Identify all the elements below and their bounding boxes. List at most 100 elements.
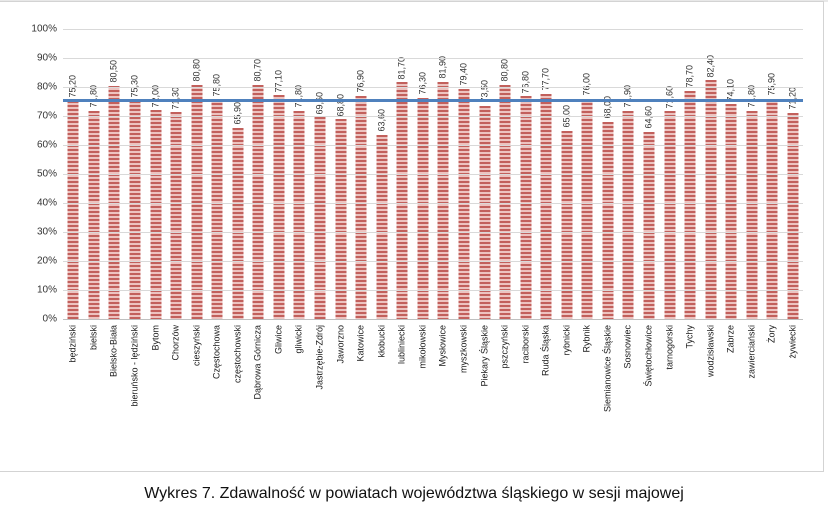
- bar-value-label: 76,90: [356, 70, 367, 93]
- x-category-label: Tychy: [684, 325, 695, 349]
- bar-value-label: 81,70: [397, 57, 408, 80]
- bar: [581, 98, 593, 319]
- bar-slot: 74,10: [721, 29, 742, 319]
- bar-value-label: 74,10: [726, 79, 737, 102]
- x-label-slot: częstochowski: [228, 325, 249, 453]
- gridline: [63, 116, 803, 117]
- y-tick-label: 0%: [42, 313, 57, 325]
- bar-value-label: 71,60: [664, 86, 675, 109]
- bar-value-text: 68,80: [335, 93, 346, 117]
- x-category-label: Częstochowa: [211, 325, 222, 380]
- bar: [643, 131, 655, 319]
- bar-slot: 71,60: [659, 29, 680, 319]
- bar-value-text: 79,40: [458, 63, 469, 86]
- bar-value-label: 78,70: [685, 65, 696, 88]
- x-category-label: Zabrze: [725, 325, 736, 354]
- bar-value-label: 81,90: [438, 56, 449, 79]
- bar-value-label: 80,80: [191, 59, 202, 82]
- bar-value-text: 69,60: [314, 91, 325, 115]
- y-tick-label: 50%: [36, 168, 57, 180]
- bar-slot: 72,00: [145, 29, 166, 319]
- y-tick-label: 100%: [31, 23, 57, 35]
- gridline: [63, 203, 803, 204]
- bar-slot: 75,20: [63, 29, 84, 319]
- x-label-slot: żywiecki: [783, 325, 804, 453]
- x-label-slot: tarnogórski: [659, 325, 680, 453]
- bar: [499, 84, 511, 319]
- bar-value-label: 80,50: [109, 60, 120, 83]
- bar-slot: 78,70: [680, 29, 701, 319]
- x-category-label: Mysłowice: [437, 325, 448, 367]
- bar: [88, 110, 100, 319]
- bar-value-label: 69,60: [315, 92, 326, 115]
- x-label-slot: Chorzów: [166, 325, 187, 453]
- bar: [417, 97, 429, 319]
- gridline: [63, 174, 803, 175]
- bar-value-text: 76,00: [581, 73, 592, 96]
- x-category-label: Bytom: [150, 325, 161, 351]
- x-category-label: będziński: [67, 325, 78, 363]
- bar: [232, 127, 244, 319]
- x-category-label: Piekary Śląskie: [479, 325, 490, 387]
- x-label-slot: Sosnowiec: [618, 325, 639, 453]
- x-category-label: Ruda Śląska: [540, 325, 551, 377]
- x-category-label: Jaworzno: [335, 325, 346, 364]
- x-category-label: myszkowski: [458, 325, 469, 374]
- bar-value-label: 71,80: [746, 85, 757, 108]
- bar: [293, 110, 305, 319]
- bar-slot: 75,30: [125, 29, 146, 319]
- x-category-label: Bielsko-Biała: [108, 325, 119, 378]
- bar-value-label: 75,80: [212, 74, 223, 97]
- bar-value-text: 76,80: [520, 70, 531, 94]
- x-category-label: cieszyński: [191, 325, 202, 367]
- gridline: [63, 145, 803, 146]
- bar: [437, 81, 449, 319]
- x-label-slot: pszczyński: [495, 325, 516, 453]
- x-label-slot: zawierciański: [742, 325, 763, 453]
- bar-value-text: 80,50: [108, 60, 119, 83]
- bar-value-text: 71,90: [622, 84, 633, 108]
- x-label-slot: raciborski: [515, 325, 536, 453]
- bar-value-label: 75,90: [767, 73, 778, 96]
- bar: [129, 100, 141, 319]
- bar-slot: 68,80: [330, 29, 351, 319]
- bar-value-text: 72,00: [150, 84, 161, 108]
- bar-slot: 71,80: [289, 29, 310, 319]
- bar-value-label: 76,80: [520, 71, 531, 94]
- bar: [787, 112, 799, 319]
- bar-slot: 71,80: [84, 29, 105, 319]
- bar-slot: 76,30: [413, 29, 434, 319]
- bar: [725, 104, 737, 319]
- bar-value-label: 80,70: [253, 59, 264, 82]
- x-category-label: wodzisławski: [705, 325, 716, 378]
- x-label-slot: Katowice: [351, 325, 372, 453]
- bar: [273, 95, 285, 319]
- x-label-slot: Żory: [762, 325, 783, 453]
- bar-value-text: 71,80: [293, 85, 304, 108]
- bar-value-text: 74,10: [725, 78, 736, 102]
- bar: [67, 100, 79, 319]
- x-label-slot: wodzisławski: [700, 325, 721, 453]
- x-category-label: raciborski: [520, 325, 531, 364]
- bar-value-label: 64,60: [644, 106, 655, 129]
- bar-slot: 71,90: [618, 29, 639, 319]
- bar-slot: 63,60: [371, 29, 392, 319]
- bar-value-text: 75,90: [766, 73, 777, 96]
- bar-value-text: 81,70: [396, 56, 407, 80]
- bar-slot: 65,90: [228, 29, 249, 319]
- bar: [314, 117, 326, 319]
- bar: [602, 121, 614, 319]
- bar-value-label: 65,90: [232, 102, 243, 125]
- bar-slot: 71,30: [166, 29, 187, 319]
- x-label-slot: Ruda Śląska: [536, 325, 557, 453]
- gridline: [63, 58, 803, 59]
- bar: [211, 99, 223, 319]
- x-label-slot: będziński: [63, 325, 84, 453]
- chart-caption: Wykres 7. Zdawalność w powiatach wojewód…: [144, 485, 684, 502]
- bar-slot: 81,70: [392, 29, 413, 319]
- bar: [150, 110, 162, 319]
- y-tick-label: 60%: [36, 139, 57, 151]
- x-label-slot: Jastrzębie-Zdrój: [310, 325, 331, 453]
- bar: [170, 112, 182, 319]
- x-label-slot: Dąbrowa Górnicza: [248, 325, 269, 453]
